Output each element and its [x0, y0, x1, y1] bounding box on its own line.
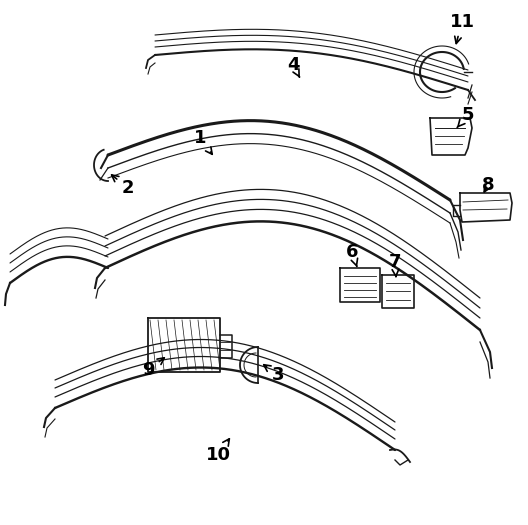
- Text: 2: 2: [111, 175, 134, 197]
- Text: 8: 8: [482, 176, 494, 194]
- Text: 3: 3: [264, 365, 284, 384]
- Text: 4: 4: [287, 56, 299, 77]
- Text: 10: 10: [205, 439, 231, 464]
- Text: 9: 9: [142, 358, 164, 379]
- Text: 6: 6: [346, 243, 359, 267]
- Text: 5: 5: [457, 106, 474, 128]
- Text: 1: 1: [194, 129, 212, 154]
- Text: 11: 11: [449, 13, 475, 44]
- Text: 7: 7: [389, 253, 401, 277]
